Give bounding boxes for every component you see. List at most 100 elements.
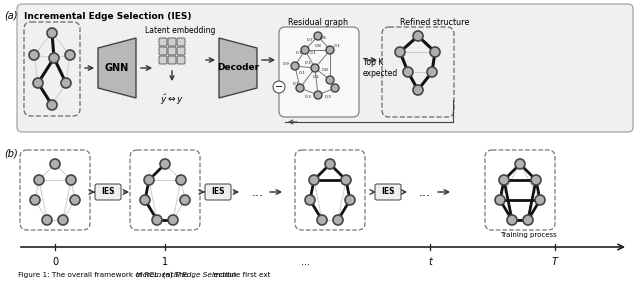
Circle shape xyxy=(160,159,170,169)
Circle shape xyxy=(499,175,509,185)
FancyBboxPatch shape xyxy=(279,27,359,117)
FancyBboxPatch shape xyxy=(159,56,167,64)
Circle shape xyxy=(331,84,339,92)
Circle shape xyxy=(152,215,162,225)
Circle shape xyxy=(58,215,68,225)
Circle shape xyxy=(314,32,322,40)
FancyBboxPatch shape xyxy=(177,56,185,64)
Circle shape xyxy=(309,175,319,185)
Text: IES: IES xyxy=(211,188,225,196)
Circle shape xyxy=(515,159,525,169)
Circle shape xyxy=(70,195,80,205)
Text: 0.8: 0.8 xyxy=(319,36,326,40)
Polygon shape xyxy=(98,38,136,98)
FancyBboxPatch shape xyxy=(168,38,176,46)
FancyBboxPatch shape xyxy=(177,38,185,46)
FancyBboxPatch shape xyxy=(205,184,231,200)
Text: 0.3: 0.3 xyxy=(305,95,312,99)
Circle shape xyxy=(535,195,545,205)
Text: ...: ... xyxy=(252,186,264,198)
FancyBboxPatch shape xyxy=(159,47,167,55)
Circle shape xyxy=(325,159,335,169)
Text: Latent embedding: Latent embedding xyxy=(145,26,215,35)
Text: 0.7: 0.7 xyxy=(307,38,314,42)
Text: Incremental Edge Selection (IES): Incremental Edge Selection (IES) xyxy=(24,12,191,21)
Circle shape xyxy=(168,215,178,225)
Text: 0.1: 0.1 xyxy=(299,71,305,75)
Circle shape xyxy=(66,175,76,185)
Circle shape xyxy=(311,64,319,72)
Circle shape xyxy=(61,78,71,88)
Text: Decoder: Decoder xyxy=(217,64,259,72)
Circle shape xyxy=(345,195,355,205)
Text: 1: 1 xyxy=(162,257,168,267)
Circle shape xyxy=(427,67,437,77)
Text: IES: IES xyxy=(101,188,115,196)
Text: 0.1: 0.1 xyxy=(333,44,340,48)
Text: ...: ... xyxy=(419,186,431,198)
Text: t: t xyxy=(428,257,432,267)
Circle shape xyxy=(305,195,315,205)
Text: (a): (a) xyxy=(4,10,17,20)
Text: T: T xyxy=(552,257,558,267)
Circle shape xyxy=(30,195,40,205)
Circle shape xyxy=(47,100,57,110)
Circle shape xyxy=(29,50,39,60)
FancyBboxPatch shape xyxy=(168,47,176,55)
Circle shape xyxy=(296,84,304,92)
FancyBboxPatch shape xyxy=(168,56,176,64)
Text: Training process: Training process xyxy=(500,232,557,238)
Text: module first ext: module first ext xyxy=(211,272,271,278)
Text: (b): (b) xyxy=(4,148,18,158)
Circle shape xyxy=(33,78,43,88)
Circle shape xyxy=(314,91,322,99)
Text: GNN: GNN xyxy=(105,63,129,73)
Circle shape xyxy=(301,46,309,54)
Text: −: − xyxy=(275,82,283,92)
FancyBboxPatch shape xyxy=(95,184,121,200)
Circle shape xyxy=(341,175,351,185)
Text: 0.1: 0.1 xyxy=(310,51,316,55)
Circle shape xyxy=(326,46,334,54)
Circle shape xyxy=(50,159,60,169)
Circle shape xyxy=(65,50,75,60)
Text: 0: 0 xyxy=(52,257,58,267)
FancyBboxPatch shape xyxy=(375,184,401,200)
Circle shape xyxy=(413,85,423,95)
Circle shape xyxy=(507,215,517,225)
Text: 0.1: 0.1 xyxy=(312,75,319,79)
Polygon shape xyxy=(219,38,257,98)
Text: 0.8: 0.8 xyxy=(321,68,328,72)
Circle shape xyxy=(326,76,334,84)
Circle shape xyxy=(495,195,505,205)
Text: $\hat{y} \Leftrightarrow y$: $\hat{y} \Leftrightarrow y$ xyxy=(160,92,184,107)
Text: Top K
expected: Top K expected xyxy=(363,58,398,78)
Text: Figure 1: The overall framework of RCL. (a) The: Figure 1: The overall framework of RCL. … xyxy=(18,272,191,278)
Circle shape xyxy=(531,175,541,185)
Circle shape xyxy=(317,215,327,225)
Circle shape xyxy=(42,215,52,225)
Circle shape xyxy=(430,47,440,57)
Circle shape xyxy=(49,53,59,63)
Text: 0.1: 0.1 xyxy=(296,51,303,55)
Circle shape xyxy=(176,175,186,185)
Circle shape xyxy=(291,62,299,70)
Circle shape xyxy=(34,175,44,185)
Text: IES: IES xyxy=(381,188,395,196)
Circle shape xyxy=(180,195,190,205)
FancyBboxPatch shape xyxy=(17,4,633,132)
Text: 0.1: 0.1 xyxy=(292,82,300,86)
Circle shape xyxy=(395,47,405,57)
Circle shape xyxy=(333,215,343,225)
Text: 0.8: 0.8 xyxy=(315,44,321,48)
Circle shape xyxy=(140,195,150,205)
FancyBboxPatch shape xyxy=(177,47,185,55)
Circle shape xyxy=(273,81,285,93)
Text: Refined structure: Refined structure xyxy=(400,18,470,27)
Circle shape xyxy=(523,215,533,225)
Circle shape xyxy=(403,67,413,77)
Text: ...: ... xyxy=(301,257,310,267)
FancyBboxPatch shape xyxy=(159,38,167,46)
Circle shape xyxy=(144,175,154,185)
Text: Residual graph: Residual graph xyxy=(288,18,348,27)
